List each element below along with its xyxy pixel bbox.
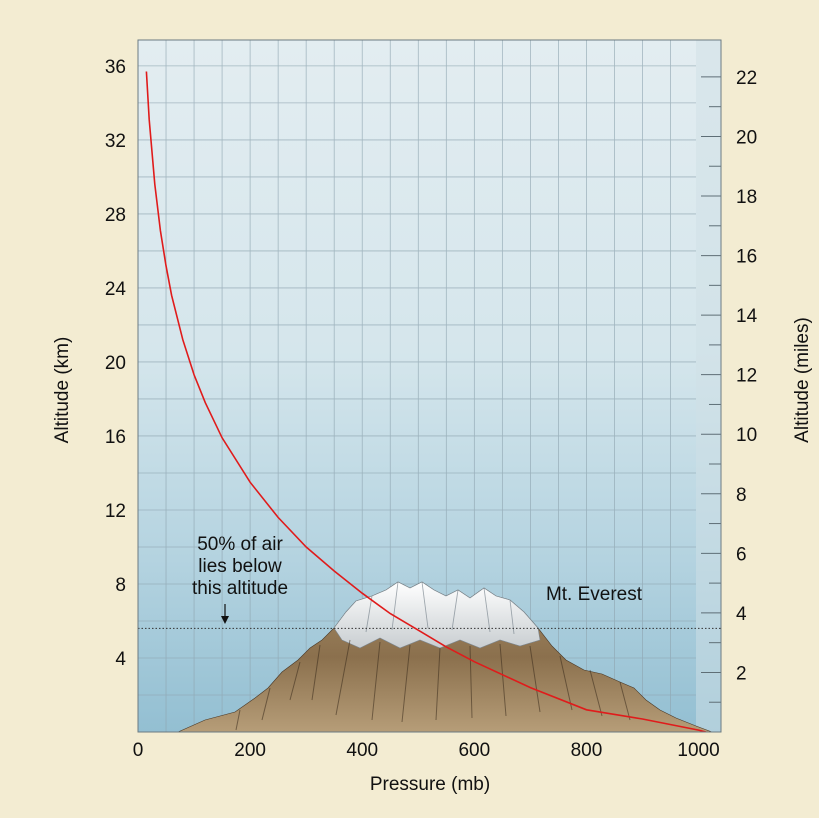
x-tick-label: 800 bbox=[571, 740, 603, 761]
right-axis-ticks bbox=[701, 76, 721, 703]
mountain-everest-illustration bbox=[177, 581, 713, 732]
y-axis-title-left: Altitude (km) bbox=[52, 337, 73, 444]
y-left-tick-label: 12 bbox=[105, 501, 126, 522]
pressure-altitude-curve bbox=[145, 71, 707, 732]
y-right-tick-label: 4 bbox=[736, 604, 747, 625]
y-right-tick-label: 2 bbox=[736, 663, 747, 684]
x-axis-tick-labels: 0 200 400 600 800 1000 bbox=[133, 740, 720, 761]
y-right-tick-label: 20 bbox=[736, 127, 757, 148]
y-right-tick-label: 18 bbox=[736, 187, 757, 208]
annotation-50-percent-line3: this altitude bbox=[192, 578, 288, 599]
y-left-tick-label: 24 bbox=[105, 279, 127, 300]
x-tick-label: 0 bbox=[133, 740, 144, 761]
y-right-tick-label: 22 bbox=[736, 68, 757, 89]
x-tick-label: 600 bbox=[458, 740, 490, 761]
y-left-tick-label: 16 bbox=[105, 427, 126, 448]
y-left-tick-label: 20 bbox=[105, 353, 126, 374]
y-left-tick-label: 28 bbox=[105, 205, 126, 226]
y-left-tick-label: 32 bbox=[105, 131, 126, 152]
y-left-tick-label: 8 bbox=[115, 575, 126, 596]
x-tick-label: 1000 bbox=[677, 740, 719, 761]
y-right-tick-label: 10 bbox=[736, 425, 757, 446]
y-right-tick-label: 6 bbox=[736, 544, 747, 565]
y-axis-title-right: Altitude (miles) bbox=[792, 317, 813, 443]
y-right-axis-tick-labels: 2 4 6 8 10 12 14 16 18 20 22 bbox=[736, 68, 758, 685]
y-left-tick-label: 4 bbox=[115, 649, 126, 670]
right-axis-bar bbox=[696, 40, 721, 732]
annotation-50-percent-line1: 50% of air bbox=[197, 534, 283, 555]
x-tick-label: 200 bbox=[234, 740, 266, 761]
x-tick-label: 400 bbox=[346, 740, 378, 761]
y-right-tick-label: 12 bbox=[736, 366, 757, 387]
y-right-tick-label: 16 bbox=[736, 247, 757, 268]
arrow-down-icon bbox=[221, 604, 229, 624]
annotation-mt-everest: Mt. Everest bbox=[546, 584, 643, 605]
y-left-axis-tick-labels: 4 8 12 16 20 24 28 32 36 bbox=[105, 57, 127, 670]
x-axis-title: Pressure (mb) bbox=[370, 774, 490, 795]
y-left-tick-label: 36 bbox=[105, 57, 126, 78]
plot-border bbox=[137, 39, 722, 733]
y-right-tick-label: 8 bbox=[736, 485, 747, 506]
annotation-50-percent-line2: lies below bbox=[198, 556, 282, 577]
y-right-tick-label: 14 bbox=[736, 306, 758, 327]
